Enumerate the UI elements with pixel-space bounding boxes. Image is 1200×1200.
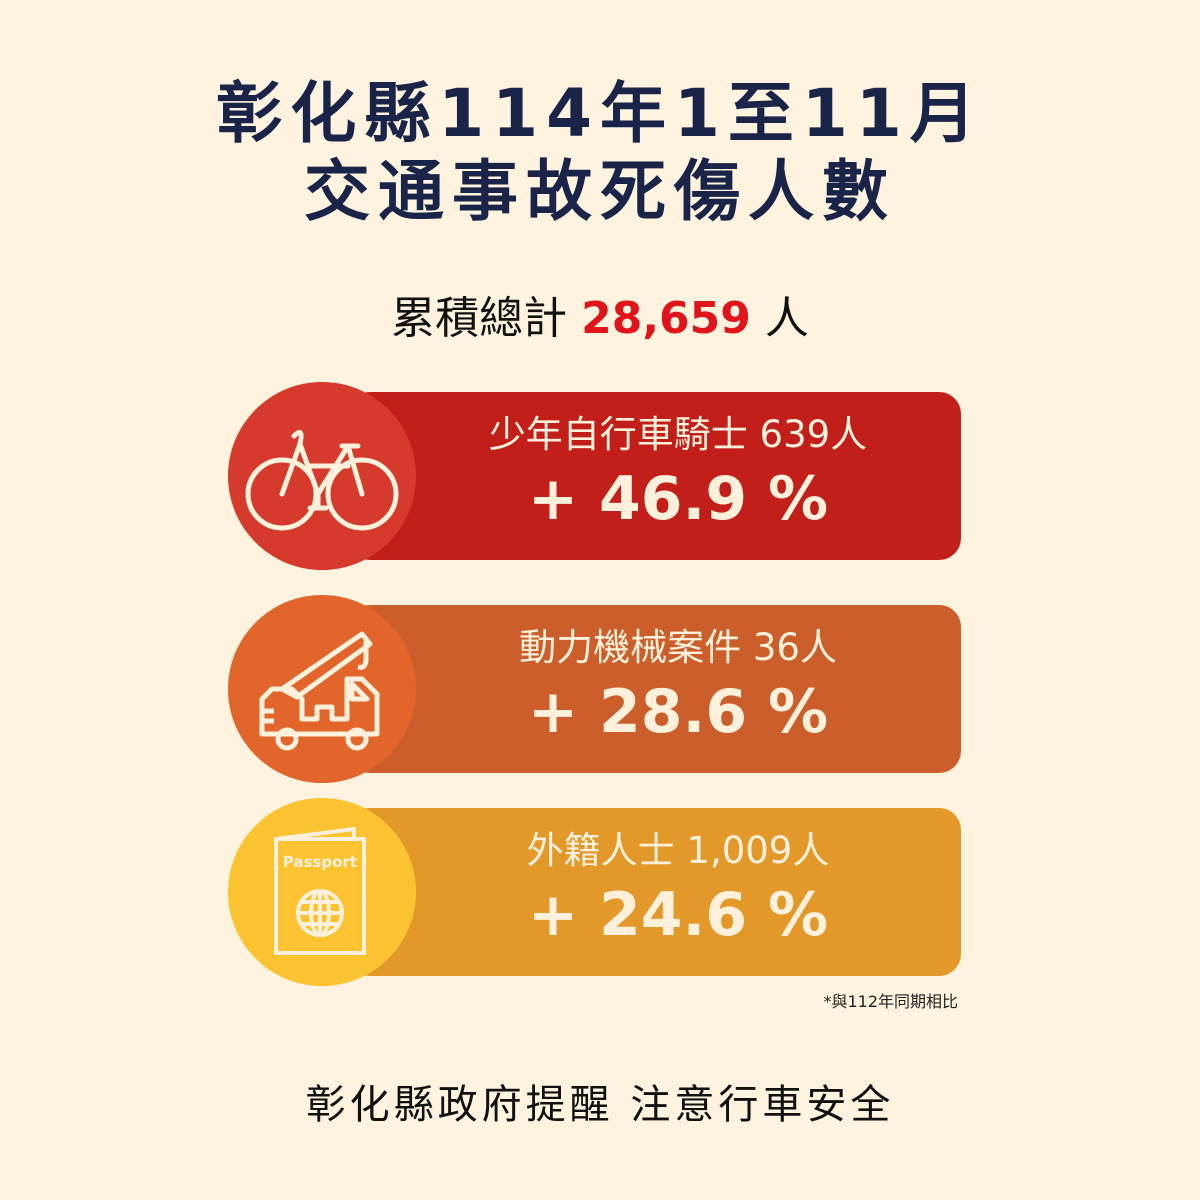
passport-icon: Passport: [228, 798, 416, 986]
comparison-note: *與112年同期相比: [823, 992, 958, 1011]
total-value: 28,659: [581, 293, 751, 344]
total-summary: 累積總計 28,659 人: [0, 282, 1200, 346]
bicycle-icon: [228, 382, 416, 570]
svg-text:Passport: Passport: [283, 853, 357, 871]
card-label: 少年自行車騎士 639人: [488, 413, 868, 456]
card-change: + 46.9 %: [527, 464, 829, 534]
total-label: 累積總計: [391, 293, 568, 344]
card-foreigners: Passport 外籍人士 1,009人 + 24.6 %: [228, 798, 963, 986]
card-label: 外籍人士 1,009人: [526, 829, 830, 872]
card-change: + 24.6 %: [527, 880, 829, 950]
card-youth-cyclists: 少年自行車騎士 639人 + 46.9 %: [228, 382, 963, 570]
crane-truck-icon: [228, 595, 416, 783]
card-power-machinery: 動力機械案件 36人 + 28.6 %: [228, 595, 963, 783]
card-change: + 28.6 %: [527, 677, 829, 747]
footer-slogan: 彰化縣政府提醒 注意行車安全: [305, 1082, 895, 1128]
title-line-1: 彰化縣114年1至11月: [216, 75, 984, 152]
card-bar: [348, 808, 961, 976]
title-line-2: 交通事故死傷人數: [304, 153, 896, 230]
total-unit: 人: [764, 293, 809, 344]
card-label: 動力機械案件 36人: [519, 626, 837, 669]
card-bar: [348, 392, 961, 560]
card-bar: [348, 605, 961, 773]
